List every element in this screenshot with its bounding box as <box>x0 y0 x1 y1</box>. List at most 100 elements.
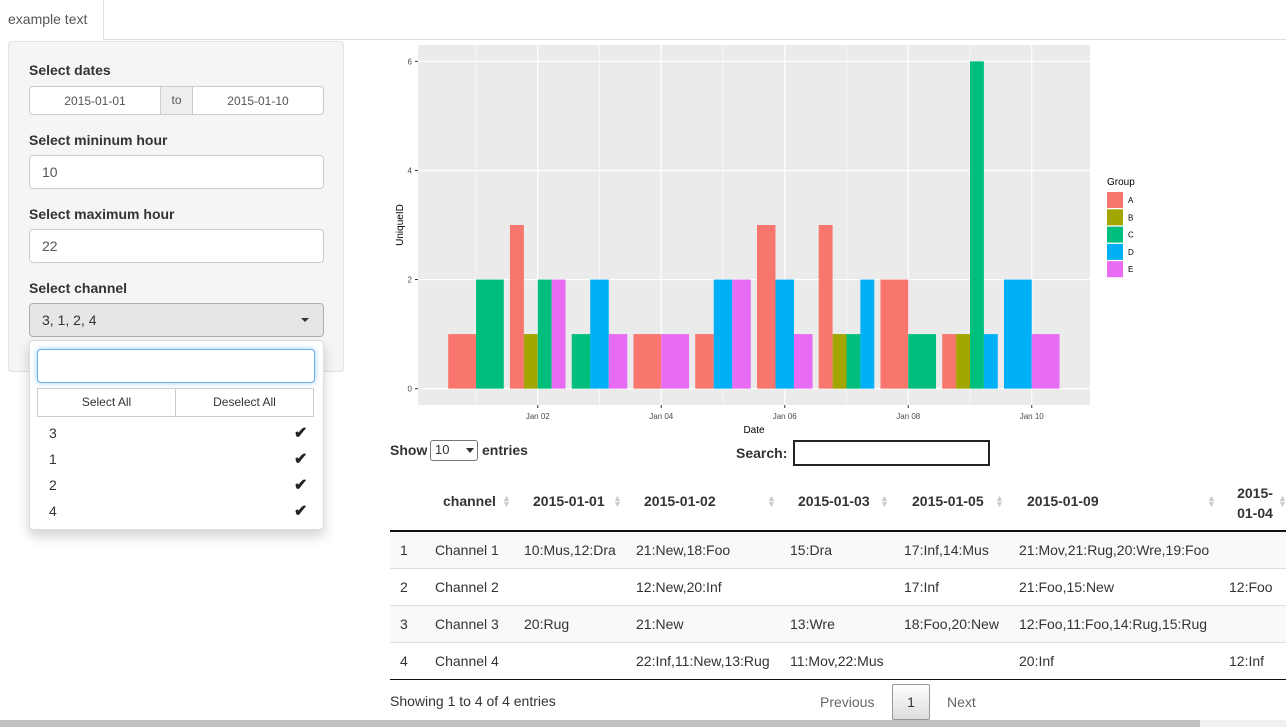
chart: UniqueID Date Group Jan 02 Jan 04 Jan 06 Ja… <box>395 45 1135 436</box>
check: ✔ <box>294 503 308 520</box>
table-cell: 20:Rug <box>524 616 570 632</box>
column-header[interactable]: 2015-01-02 <box>644 493 716 509</box>
search-input[interactable] <box>793 440 990 466</box>
table-cell: Channel 4 <box>435 653 499 669</box>
entries-label: entries <box>482 442 528 458</box>
sort-arrow: ▲ ▼ <box>502 493 511 509</box>
table-cell: Channel 2 <box>435 579 499 595</box>
column-header[interactable]: 2015-01-05 <box>912 493 984 509</box>
tab[interactable]: example text <box>0 0 104 40</box>
sort-arrow: ▲ ▼ <box>767 493 776 509</box>
bar <box>571 334 591 389</box>
x-tick-label: Jan 04 <box>649 412 674 421</box>
max-hour-label: Select maximum hour <box>29 206 175 222</box>
table-cell: 4 <box>400 653 408 669</box>
sort-arrow: ▲ ▼ <box>1278 493 1286 509</box>
bar <box>509 225 524 389</box>
dropdown-search[interactable] <box>37 349 315 383</box>
scrollbar-thumb[interactable] <box>0 720 1200 727</box>
column-header[interactable]: 2015-01-01 <box>533 493 605 509</box>
legend-key <box>1107 261 1123 278</box>
next[interactable]: Next <box>947 694 976 710</box>
date-sep: to <box>160 86 193 115</box>
column-header[interactable]: 2015-01-04 <box>1237 485 1273 521</box>
table-cell: 21:New,18:Foo <box>636 542 731 558</box>
table-cell: 3 <box>400 616 408 632</box>
caret <box>301 318 309 322</box>
legend-title: Group <box>1107 177 1135 188</box>
bar <box>523 334 538 389</box>
bar <box>633 334 662 389</box>
show-label: Show <box>390 442 427 458</box>
table-cell: 21:New <box>636 616 684 632</box>
table-cell: Channel 1 <box>435 542 499 558</box>
table-cell: 21:Foo,15:New <box>1019 579 1114 595</box>
bar <box>1031 334 1060 389</box>
bar <box>448 334 476 389</box>
search-label: Search: <box>736 445 788 461</box>
table-cell: 15:Dra <box>790 542 833 558</box>
option[interactable]: 3 <box>49 425 57 441</box>
page-length[interactable]: 10 <box>430 440 478 461</box>
bar <box>908 334 937 389</box>
legend-label: C <box>1128 231 1134 240</box>
bars <box>448 61 1060 389</box>
x-tick-label: Jan 10 <box>1020 412 1045 421</box>
channel-select[interactable]: 3, 1, 2, 4 <box>29 303 324 337</box>
page-button[interactable]: 1 <box>892 684 930 720</box>
bar <box>551 279 566 389</box>
table-cell: Channel 3 <box>435 616 499 632</box>
table-row <box>390 606 1286 643</box>
min-hour-label: Select mininum hour <box>29 132 168 148</box>
column-header[interactable]: channel <box>443 493 496 509</box>
sort-arrow: ▲ ▼ <box>1207 493 1216 509</box>
x-tick-label: Jan 06 <box>773 412 798 421</box>
min-hour-input[interactable] <box>29 155 324 189</box>
bar <box>970 61 984 389</box>
date-start[interactable] <box>29 86 161 115</box>
y-tick-label: 0 <box>408 385 413 394</box>
deselect-all[interactable]: Deselect All <box>175 388 314 417</box>
y-tick-label: 2 <box>408 276 413 285</box>
select-all[interactable]: Select All <box>37 388 176 417</box>
column-header[interactable]: 2015-01-09 <box>1027 493 1099 509</box>
bar <box>713 279 733 389</box>
legend-key <box>1107 192 1123 208</box>
y-tick-label: 4 <box>408 166 413 175</box>
max-hour-input[interactable] <box>29 229 324 263</box>
date-end[interactable] <box>192 86 324 115</box>
table-cell: 17:Inf <box>904 579 940 595</box>
table-cell: 20:Inf <box>1019 653 1055 669</box>
caret <box>466 448 474 453</box>
table-cell: 12:New,20:Inf <box>636 579 722 595</box>
bar <box>794 334 813 389</box>
previous[interactable]: Previous <box>820 694 875 710</box>
option[interactable]: 1 <box>49 451 57 467</box>
check: ✔ <box>294 477 308 494</box>
x-tick-label: Jan 08 <box>896 412 921 421</box>
table-row <box>390 643 1286 680</box>
check: ✔ <box>294 425 308 442</box>
legend-key <box>1107 243 1123 260</box>
option[interactable]: 2 <box>49 477 57 493</box>
table-cell: 12:Foo,11:Foo,14:Rug,15:Rug <box>1019 616 1208 632</box>
sort-arrow: ▲ ▼ <box>880 493 889 509</box>
channel-label: Select channel <box>29 280 128 296</box>
table-row <box>390 569 1286 606</box>
y-axis-label: UniqueID <box>395 204 406 246</box>
x-axis-label: Date <box>743 425 765 436</box>
table-cell: 11:Mov,22:Mus <box>790 653 884 669</box>
table-cell: 21:Mov,21:Rug,20:Wre,19:Foo <box>1019 542 1210 558</box>
bar <box>537 279 552 389</box>
option[interactable]: 4 <box>49 503 57 519</box>
bar <box>756 225 776 389</box>
table-cell: 1 <box>400 542 408 558</box>
column-header[interactable]: 2015-01-03 <box>798 493 870 509</box>
show-text: Show <box>390 442 428 458</box>
legend-label: D <box>1128 248 1134 257</box>
bar <box>476 279 504 389</box>
bar <box>846 334 861 389</box>
bar <box>832 334 847 389</box>
bar <box>1003 279 1032 389</box>
